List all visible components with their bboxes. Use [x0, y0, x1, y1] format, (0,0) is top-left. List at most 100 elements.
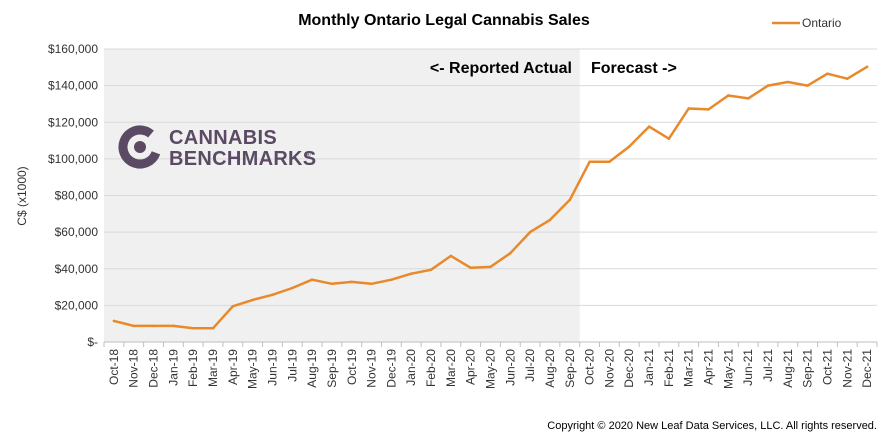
data-point	[370, 282, 373, 286]
data-point	[647, 125, 651, 128]
x-tick-label: Jul-20	[523, 349, 537, 382]
x-tick-label: May-20	[484, 349, 498, 389]
x-tick-label: Nov-20	[602, 349, 616, 388]
data-point	[449, 254, 453, 258]
x-tick-label: Mar-21	[682, 349, 696, 387]
cannabis-benchmarks-logo-mark	[118, 125, 162, 169]
x-tick-label: Dec-19	[384, 349, 398, 388]
x-tick-label: Jun-20	[503, 349, 517, 386]
data-point	[350, 280, 354, 284]
x-tick-label: Apr-20	[464, 349, 478, 385]
logo-text-line1: CANNABIS	[169, 127, 277, 149]
y-tick-label: $-	[87, 335, 98, 349]
data-point	[291, 286, 294, 290]
x-tick-label: Jan-19	[166, 349, 180, 386]
data-point	[251, 298, 254, 302]
y-axis-label: C$ (x1000)	[15, 166, 29, 225]
chart-title: Monthly Ontario Legal Cannabis Sales	[298, 12, 590, 29]
data-point	[588, 160, 591, 164]
x-tick-label: Nov-18	[127, 349, 141, 388]
x-tick-label: Mar-19	[206, 349, 220, 387]
x-tick-label: Apr-19	[226, 349, 240, 385]
x-tick-label: Jan-20	[404, 349, 418, 386]
data-point	[707, 108, 710, 111]
x-tick-label: Jan-21	[642, 349, 656, 386]
data-point	[727, 94, 730, 97]
x-tick-label: Dec-18	[147, 349, 161, 388]
data-point	[826, 72, 829, 75]
x-tick-label: Mar-20	[444, 349, 458, 387]
x-tick-label: May-21	[721, 349, 735, 389]
x-tick-label: Nov-21	[840, 349, 854, 388]
x-tick-label: Sep-20	[563, 349, 577, 388]
y-tick-label: $120,000	[48, 115, 98, 129]
data-point	[469, 266, 473, 270]
data-point	[548, 218, 552, 222]
data-point	[132, 324, 135, 328]
y-tick-label: $140,000	[48, 79, 98, 93]
data-point	[390, 278, 393, 282]
x-tick-label: Jun-19	[265, 349, 279, 386]
data-point	[489, 265, 492, 269]
x-tick-label: Sep-21	[801, 349, 815, 388]
y-tick-label: $40,000	[55, 262, 99, 276]
data-point	[766, 84, 770, 87]
x-tick-label: Dec-21	[860, 349, 874, 388]
x-tick-label: May-19	[246, 349, 260, 389]
legend-label-ontario: Ontario	[802, 16, 842, 30]
data-point	[310, 278, 314, 282]
gridlines	[104, 48, 877, 306]
logo: CANNABIS BENCHMARKS ®	[118, 125, 316, 170]
data-point	[330, 282, 334, 286]
x-tick-label: Feb-21	[662, 349, 676, 387]
data-point	[509, 251, 512, 255]
data-point	[271, 293, 274, 297]
x-tick-label: Oct-18	[107, 349, 121, 385]
data-point	[429, 268, 433, 272]
copyright-text: Copyright © 2020 New Leaf Data Services,…	[547, 420, 877, 432]
x-tick-label: Jul-19	[285, 349, 299, 382]
x-tick-label: Nov-19	[365, 349, 379, 388]
data-point	[568, 198, 572, 202]
x-tick-label: Apr-21	[702, 349, 716, 385]
x-tick-label: Oct-21	[820, 349, 834, 385]
data-point	[786, 80, 790, 84]
data-point	[191, 327, 195, 330]
x-tick-label: Aug-21	[781, 349, 795, 388]
forecast-annotation: Forecast ->	[591, 60, 677, 77]
logo-text-line2: BENCHMARKS	[169, 148, 316, 170]
data-point	[152, 324, 155, 328]
x-tick-label: Jul-21	[761, 349, 775, 382]
y-tick-label: $60,000	[55, 225, 99, 239]
series-layer	[112, 65, 869, 330]
y-tick-label: $160,000	[48, 42, 98, 56]
x-tick-label: Aug-20	[543, 349, 557, 388]
data-point	[172, 324, 175, 328]
data-point	[608, 160, 611, 164]
x-tick-label: Aug-19	[305, 349, 319, 388]
data-point	[846, 77, 849, 80]
data-point	[687, 107, 690, 110]
y-tick-label: $100,000	[48, 152, 98, 166]
y-tick-label: $20,000	[55, 298, 99, 312]
data-point	[746, 97, 750, 100]
x-tick-label: Oct-19	[345, 349, 359, 385]
x-tick-label: Sep-19	[325, 349, 339, 388]
reported-actual-annotation: <- Reported Actual	[430, 60, 572, 77]
legend: Ontario	[772, 16, 842, 30]
x-tick-label: Feb-20	[424, 349, 438, 387]
data-point	[806, 84, 809, 87]
x-axis-ticks: Oct-18 Nov-18 Dec-18 Jan-19 Feb-19 Mar-19 Apr-…	[103, 342, 878, 389]
data-point	[231, 305, 235, 308]
x-tick-label: Dec-20	[622, 349, 636, 388]
y-tick-label: $80,000	[55, 189, 99, 203]
logo-registered-mark: ®	[305, 150, 311, 159]
data-point	[409, 272, 413, 276]
data-point	[627, 145, 631, 148]
data-point	[211, 327, 215, 330]
x-tick-label: Feb-19	[186, 349, 200, 387]
y-axis-ticks: $- $20,000 $40,000 $60,000 $80,000 $100,000 $1…	[48, 42, 98, 349]
data-point	[667, 137, 671, 140]
data-point	[865, 65, 869, 69]
